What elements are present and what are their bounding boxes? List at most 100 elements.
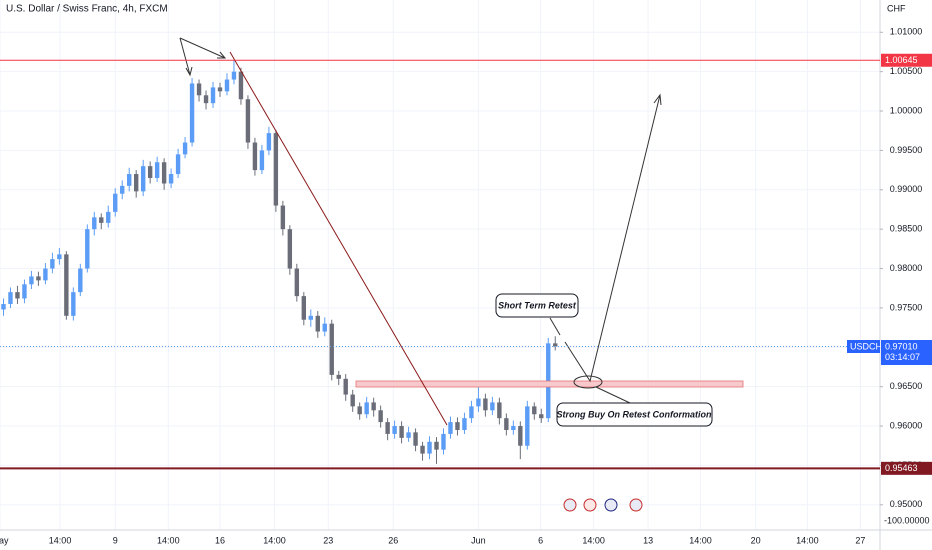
candle-body: [364, 402, 369, 415]
candle-body: [36, 276, 41, 281]
callout-text: Short Term Retest: [498, 300, 577, 310]
candle-body: [455, 422, 460, 430]
trendline: [229, 51, 448, 426]
candle-body: [434, 441, 439, 450]
candle-body: [113, 193, 118, 212]
candle-body: [441, 433, 446, 450]
price-tag: [881, 340, 932, 366]
candle-body: [518, 426, 523, 446]
candle-body: [336, 374, 341, 379]
symbol-tag-label: USDCHF: [850, 341, 888, 351]
candle-body: [322, 323, 327, 332]
candle-body: [168, 174, 174, 184]
candle-body: [483, 398, 488, 411]
x-tick-label: May: [0, 535, 9, 545]
candle-body: [203, 95, 209, 104]
chart-title: U.S. Dollar / Swiss Franc, 4h, FXCM: [6, 4, 168, 15]
plot-area: [0, 0, 880, 530]
candle-body: [490, 402, 495, 411]
x-tick-label: 26: [388, 535, 398, 545]
symbol-tag: [847, 340, 880, 354]
candle-body: [399, 426, 404, 438]
candle-body: [287, 229, 293, 269]
candle-body: [371, 402, 376, 411]
currency-label: CHF: [887, 3, 906, 13]
candle-body: [343, 378, 348, 395]
y-tick-label: 0.96000: [890, 420, 923, 430]
arrow-head: [653, 93, 662, 106]
event-icon: [604, 498, 618, 512]
candle-body: [231, 71, 237, 80]
candle-body: [161, 162, 167, 184]
y-tick-label: 0.98000: [890, 263, 923, 273]
candle-body: [294, 268, 300, 297]
candle-body: [350, 394, 355, 407]
candle-body: [57, 254, 62, 260]
candle-body: [106, 211, 111, 223]
candle-body: [8, 292, 13, 304]
x-tick-label: Jun: [471, 535, 486, 545]
candle-body: [71, 292, 76, 316]
event-icon: [629, 498, 643, 512]
candle-body: [259, 150, 265, 171]
callout-pointer: [595, 386, 631, 404]
candle-body: [189, 83, 195, 143]
candle-body: [392, 426, 397, 434]
y-tick-label: 1.00500: [890, 66, 923, 76]
arrow: [179, 37, 226, 59]
candle-body: [420, 445, 425, 454]
y-tick-label: 1.00000: [890, 105, 923, 115]
candle-body: [476, 398, 481, 407]
candle-body: [511, 426, 516, 430]
y-tick-label: 0.99000: [890, 184, 923, 194]
candle-body: [1, 303, 6, 310]
candle-body: [301, 296, 307, 320]
candle-body: [22, 284, 27, 299]
y-tick-label: 0.99500: [890, 145, 923, 155]
candle-body: [175, 154, 181, 175]
x-tick-label: 13: [643, 535, 653, 545]
candle-body: [469, 406, 474, 419]
candle-body: [99, 217, 104, 223]
y-tick-label: 0.95000: [890, 499, 923, 509]
price-tag-label: 0.95463: [885, 463, 918, 473]
candle-body: [385, 422, 390, 434]
x-tick-label: 16: [215, 535, 225, 545]
candle-body: [120, 185, 125, 194]
candle-body: [133, 174, 139, 192]
pointer-arrows: [179, 37, 662, 404]
candle-body: [15, 292, 20, 299]
candle-body: [78, 268, 83, 293]
candle-body: [497, 402, 502, 419]
x-tick-label: 23: [323, 535, 333, 545]
candle-body: [217, 87, 223, 92]
candle-body: [539, 414, 544, 419]
y-tick-label: 0.97500: [890, 302, 923, 312]
zone: [355, 380, 744, 388]
candle-body: [127, 174, 132, 186]
x-tick-label: 9: [113, 535, 118, 545]
projection-arrow: [564, 94, 661, 383]
candle-body: [532, 406, 537, 415]
candle-body: [252, 142, 258, 171]
arrow: [179, 37, 191, 76]
candle-body: [378, 410, 383, 423]
arrow-head: [217, 51, 227, 59]
callout-box: [556, 402, 713, 427]
candle-body: [308, 315, 313, 320]
y-tick-label: 1.01000: [890, 27, 923, 37]
candle-body: [427, 441, 432, 454]
y-tick-label: 0.96500: [890, 381, 923, 391]
candle-body: [50, 259, 55, 269]
candle-body: [413, 432, 418, 446]
candle-body: [329, 323, 334, 375]
candle-body: [224, 79, 230, 92]
x-tick-label: 27: [855, 535, 865, 545]
price-tag: [881, 53, 932, 67]
x-tick-label: 14:00: [157, 535, 180, 545]
candle-body: [64, 254, 69, 316]
candle-body: [504, 418, 509, 430]
price-tag-label: 0.97010: [885, 341, 918, 351]
